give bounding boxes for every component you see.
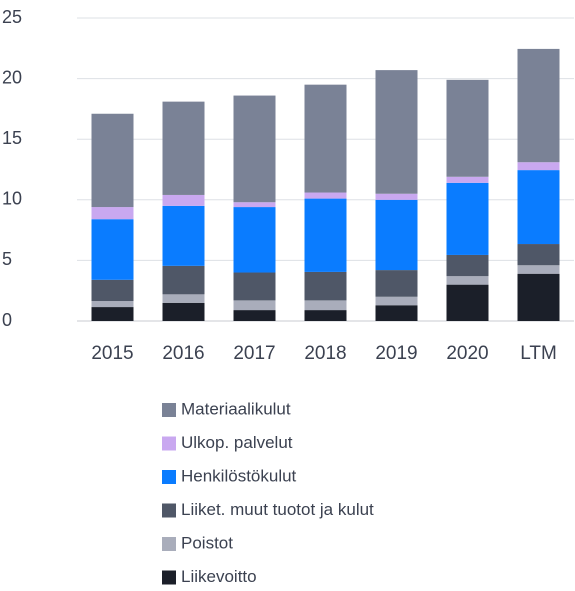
bar-segment bbox=[375, 296, 418, 306]
bar-segment bbox=[517, 162, 560, 171]
bar-segment bbox=[91, 301, 134, 308]
legend-label: Liiket. muut tuotot ja kulut bbox=[181, 500, 374, 519]
bar-segment bbox=[517, 265, 560, 274]
y-tick-label: 10 bbox=[2, 189, 22, 209]
bar-segment bbox=[91, 207, 134, 220]
x-tick-label: 2015 bbox=[91, 343, 133, 364]
legend-label: Ulkop. palvelut bbox=[181, 433, 293, 452]
legend-label: Materiaalikulut bbox=[181, 399, 291, 418]
bar-segment bbox=[446, 276, 489, 285]
bar-segment bbox=[375, 199, 418, 271]
bar-segment bbox=[233, 300, 276, 311]
bar-segment bbox=[304, 310, 347, 321]
bar-segment bbox=[517, 273, 560, 321]
bar-segment bbox=[162, 101, 205, 195]
bar-segment bbox=[233, 207, 276, 273]
legend-swatch bbox=[162, 436, 176, 451]
y-tick-label: 15 bbox=[2, 128, 22, 148]
legend-label: Poistot bbox=[181, 533, 233, 552]
x-tick-label: 2019 bbox=[375, 343, 417, 364]
bar-segment bbox=[375, 70, 418, 194]
bar-segment bbox=[304, 271, 347, 301]
bar-segment bbox=[162, 194, 205, 206]
x-tick-label: 2018 bbox=[304, 343, 346, 364]
bar-segment bbox=[91, 219, 134, 280]
legend-label: Henkilöstökulut bbox=[181, 466, 297, 485]
bar-segment bbox=[233, 202, 276, 208]
bar-segment bbox=[162, 265, 205, 295]
x-tick-label: LTM bbox=[520, 343, 557, 364]
bar-segment bbox=[446, 254, 489, 277]
x-tick-label: 2017 bbox=[233, 343, 275, 364]
bar-segment bbox=[162, 205, 205, 266]
y-tick-label: 0 bbox=[2, 310, 12, 330]
bar-segment bbox=[233, 310, 276, 321]
bar-segment bbox=[517, 48, 560, 163]
bar-segment bbox=[517, 244, 560, 266]
bar-segment bbox=[304, 300, 347, 311]
bar-segment bbox=[446, 176, 489, 183]
bar-segment bbox=[375, 193, 418, 200]
bar-segment bbox=[375, 305, 418, 321]
legend-swatch bbox=[162, 537, 176, 551]
bar-segment bbox=[91, 279, 134, 302]
bar-segment bbox=[162, 302, 205, 321]
bar-segment bbox=[304, 198, 347, 272]
bar-segment bbox=[91, 113, 134, 208]
y-tick-label: 25 bbox=[2, 7, 22, 27]
bar-segment bbox=[446, 79, 489, 177]
bar-segment bbox=[304, 192, 347, 199]
bar-segment bbox=[233, 272, 276, 301]
bar-segment bbox=[91, 307, 134, 321]
legend-swatch bbox=[162, 570, 176, 585]
y-tick-label: 20 bbox=[2, 67, 22, 87]
bar-segment bbox=[375, 270, 418, 297]
bar-segment bbox=[304, 84, 347, 193]
bar-segment bbox=[162, 294, 205, 303]
legend-swatch bbox=[162, 470, 176, 484]
x-tick-label: 2016 bbox=[162, 343, 204, 364]
bar-segment bbox=[446, 284, 489, 321]
legend-swatch bbox=[162, 503, 176, 518]
y-tick-label: 5 bbox=[2, 249, 12, 269]
legend-swatch bbox=[162, 403, 176, 417]
legend-label: Liikevoitto bbox=[181, 567, 257, 586]
x-tick-label: 2020 bbox=[446, 343, 488, 364]
bar-segment bbox=[233, 95, 276, 203]
bar-segment bbox=[517, 170, 560, 245]
bar-segment bbox=[446, 182, 489, 255]
